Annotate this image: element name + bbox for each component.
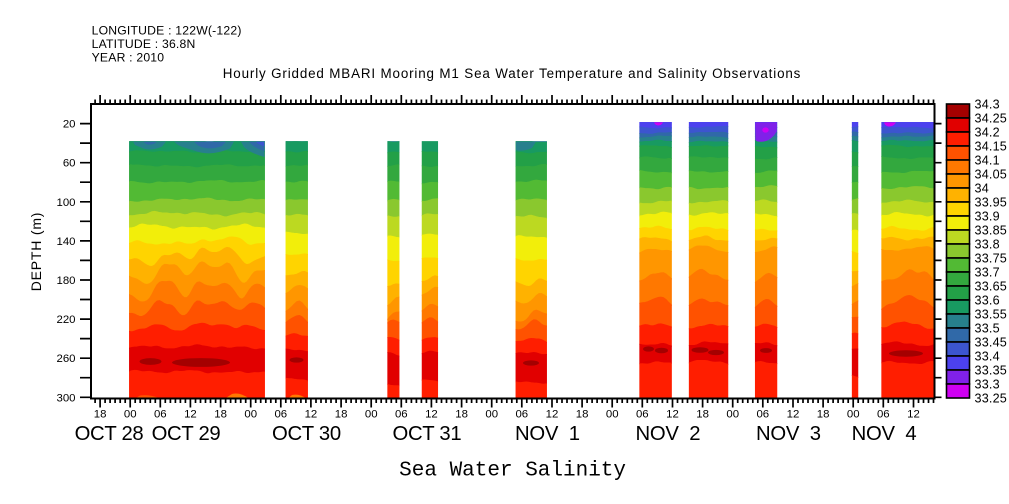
svg-text:34.2: 34.2 bbox=[975, 126, 1000, 140]
svg-text:06: 06 bbox=[395, 409, 408, 421]
svg-text:18: 18 bbox=[696, 409, 709, 421]
svg-text:NOV 4: NOV 4 bbox=[852, 423, 917, 445]
svg-text:00: 00 bbox=[606, 409, 619, 421]
svg-text:LONGITUDE : 122W(-122): LONGITUDE : 122W(-122) bbox=[92, 24, 242, 38]
svg-text:18: 18 bbox=[94, 409, 107, 421]
svg-text:06: 06 bbox=[877, 409, 890, 421]
svg-text:00: 00 bbox=[124, 409, 137, 421]
svg-text:00: 00 bbox=[847, 409, 860, 421]
svg-text:12: 12 bbox=[907, 409, 920, 421]
svg-text:34: 34 bbox=[975, 182, 989, 196]
svg-text:12: 12 bbox=[666, 409, 679, 421]
svg-text:33.75: 33.75 bbox=[975, 252, 1008, 266]
svg-text:OCT 29: OCT 29 bbox=[152, 423, 221, 445]
svg-text:06: 06 bbox=[515, 409, 528, 421]
svg-text:12: 12 bbox=[305, 409, 318, 421]
svg-text:NOV 1: NOV 1 bbox=[515, 423, 580, 445]
svg-text:NOV 3: NOV 3 bbox=[756, 423, 821, 445]
svg-text:300: 300 bbox=[56, 392, 75, 404]
svg-text:06: 06 bbox=[274, 409, 287, 421]
svg-text:33.9: 33.9 bbox=[975, 210, 1000, 224]
svg-text:18: 18 bbox=[455, 409, 468, 421]
svg-text:180: 180 bbox=[56, 275, 75, 287]
svg-text:12: 12 bbox=[425, 409, 438, 421]
svg-text:DEPTH (m): DEPTH (m) bbox=[28, 212, 44, 292]
svg-text:140: 140 bbox=[56, 236, 75, 248]
svg-text:60: 60 bbox=[63, 158, 76, 170]
svg-text:NOV 2: NOV 2 bbox=[636, 423, 701, 445]
svg-text:33.85: 33.85 bbox=[975, 224, 1008, 238]
svg-text:34.05: 34.05 bbox=[975, 168, 1008, 182]
svg-text:33.55: 33.55 bbox=[975, 308, 1008, 322]
svg-text:00: 00 bbox=[726, 409, 739, 421]
svg-text:12: 12 bbox=[546, 409, 559, 421]
svg-text:OCT 30: OCT 30 bbox=[272, 423, 341, 445]
svg-text:33.65: 33.65 bbox=[975, 280, 1008, 294]
svg-text:220: 220 bbox=[56, 314, 75, 326]
svg-text:20: 20 bbox=[63, 119, 76, 131]
svg-text:06: 06 bbox=[636, 409, 649, 421]
svg-text:06: 06 bbox=[154, 409, 167, 421]
svg-text:33.7: 33.7 bbox=[975, 266, 1000, 280]
svg-text:12: 12 bbox=[184, 409, 197, 421]
svg-text:100: 100 bbox=[56, 197, 75, 209]
svg-text:18: 18 bbox=[817, 409, 830, 421]
svg-text:33.95: 33.95 bbox=[975, 196, 1008, 210]
svg-text:34.15: 34.15 bbox=[975, 140, 1008, 154]
svg-text:34.1: 34.1 bbox=[975, 154, 1000, 168]
svg-text:06: 06 bbox=[756, 409, 769, 421]
svg-text:33.3: 33.3 bbox=[975, 378, 1000, 392]
svg-text:33.35: 33.35 bbox=[975, 364, 1008, 378]
svg-text:260: 260 bbox=[56, 353, 75, 365]
svg-text:OCT 28: OCT 28 bbox=[75, 423, 144, 445]
svg-text:12: 12 bbox=[787, 409, 800, 421]
svg-text:33.45: 33.45 bbox=[975, 336, 1008, 350]
svg-text:18: 18 bbox=[576, 409, 589, 421]
svg-text:YEAR : 2010: YEAR : 2010 bbox=[92, 51, 165, 65]
svg-text:33.4: 33.4 bbox=[975, 350, 1000, 364]
svg-text:33.25: 33.25 bbox=[975, 392, 1008, 406]
svg-text:OCT 31: OCT 31 bbox=[392, 423, 461, 445]
svg-text:00: 00 bbox=[485, 409, 498, 421]
svg-text:00: 00 bbox=[365, 409, 378, 421]
svg-text:34.25: 34.25 bbox=[975, 112, 1008, 126]
svg-text:33.5: 33.5 bbox=[975, 322, 1000, 336]
svg-text:Hourly Gridded MBARI Mooring M: Hourly Gridded MBARI Mooring M1 Sea Wate… bbox=[223, 66, 801, 81]
svg-text:33.6: 33.6 bbox=[975, 294, 1000, 308]
svg-text:34.3: 34.3 bbox=[975, 98, 1000, 112]
svg-text:18: 18 bbox=[335, 409, 348, 421]
svg-text:Sea Water Salinity: Sea Water Salinity bbox=[399, 460, 626, 483]
svg-text:18: 18 bbox=[214, 409, 227, 421]
svg-text:LATITUDE : 36.8N: LATITUDE : 36.8N bbox=[92, 37, 196, 51]
svg-text:33.8: 33.8 bbox=[975, 238, 1000, 252]
svg-text:00: 00 bbox=[244, 409, 257, 421]
